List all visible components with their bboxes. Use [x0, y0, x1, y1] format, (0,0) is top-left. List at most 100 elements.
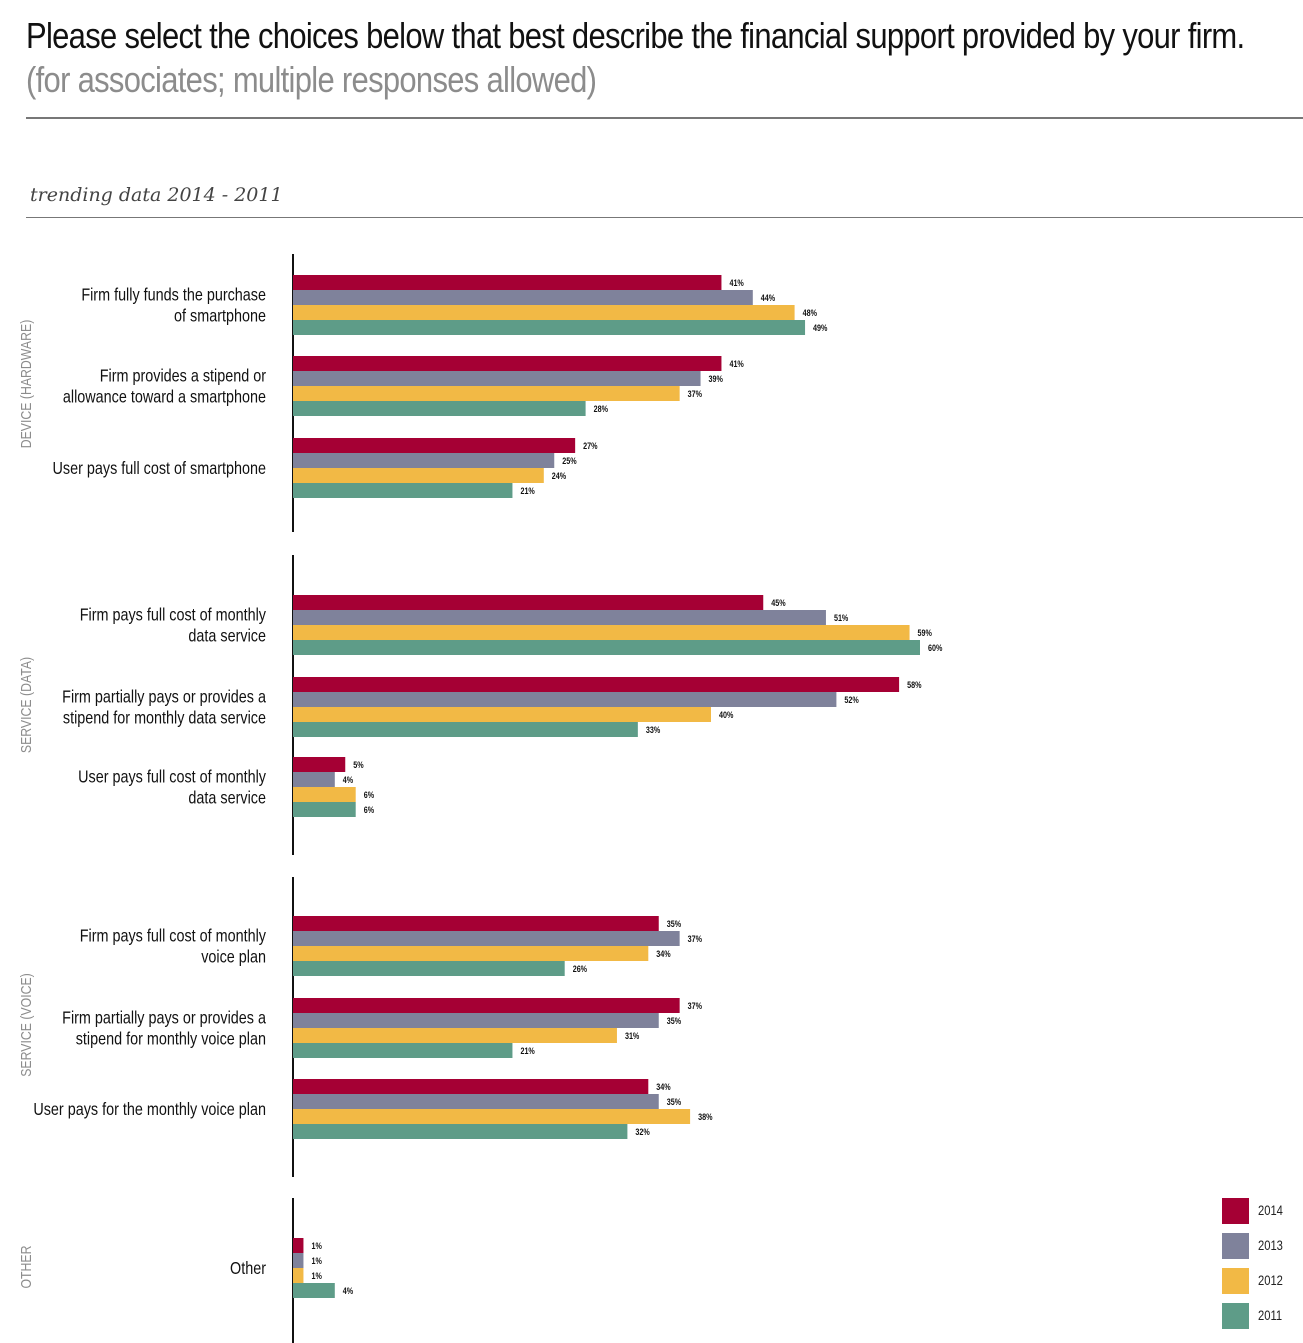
data-label-service-data-2-2011: 33% — [646, 725, 661, 735]
legend-swatch-2011 — [1222, 1303, 1249, 1329]
data-label-service-data-1-2013: 51% — [834, 613, 849, 623]
data-label-service-voice-1-2011: 26% — [573, 964, 588, 974]
bar-service-voice-2-2013 — [293, 1013, 659, 1028]
bar-service-voice-3-2014 — [293, 1079, 649, 1094]
bar-service-voice-1-2012 — [293, 946, 649, 961]
bar-service-data-2-2013 — [293, 692, 837, 707]
category-label-service-data-3-line-1: User pays full cost of monthly — [78, 767, 267, 787]
category-label-service-data-1-line-2: data service — [188, 626, 266, 646]
data-label-device-hardware-2-2014: 41% — [729, 359, 744, 369]
category-label-service-voice-2-line-2: stipend for monthly voice plan — [76, 1029, 266, 1049]
data-label-device-hardware-3-2012: 24% — [552, 471, 567, 481]
group-label-other: OTHER — [18, 1245, 34, 1288]
category-label-service-voice-2-line-1: Firm partially pays or provides a — [62, 1008, 267, 1028]
bar-service-voice-1-2011 — [293, 961, 565, 976]
data-label-other-1-2012: 1% — [311, 1271, 322, 1281]
data-label-service-data-3-2012: 6% — [364, 790, 375, 800]
legend-label-2012: 2012 — [1258, 1272, 1283, 1288]
legend-swatch-2012 — [1222, 1268, 1249, 1294]
data-label-service-voice-2-2011: 21% — [520, 1046, 535, 1056]
data-label-service-voice-2-2014: 37% — [688, 1001, 703, 1011]
data-label-service-data-3-2013: 4% — [343, 775, 354, 785]
bar-service-data-1-2014 — [293, 595, 764, 610]
data-label-service-data-3-2011: 6% — [364, 805, 375, 815]
title-divider — [26, 117, 1303, 119]
bar-device-hardware-1-2012 — [293, 305, 795, 320]
bar-device-hardware-2-2011 — [293, 401, 586, 416]
data-label-device-hardware-1-2013: 44% — [761, 293, 776, 303]
bar-service-data-1-2013 — [293, 610, 826, 625]
category-label-device-hardware-3-line-1: User pays full cost of smartphone — [53, 459, 266, 479]
bar-device-hardware-1-2011 — [293, 320, 806, 335]
data-label-other-1-2014: 1% — [311, 1241, 322, 1251]
chart-subtitle: (for associates; multiple responses allo… — [26, 59, 597, 100]
bar-service-voice-2-2011 — [293, 1043, 513, 1058]
bar-service-voice-2-2012 — [293, 1028, 617, 1043]
data-label-service-data-2-2012: 40% — [719, 710, 734, 720]
bar-service-data-1-2012 — [293, 625, 910, 640]
bar-device-hardware-2-2014 — [293, 356, 722, 371]
chart-caption: trending data 2014 - 2011 — [30, 184, 283, 206]
bar-device-hardware-3-2013 — [293, 453, 555, 468]
bar-device-hardware-3-2012 — [293, 468, 544, 483]
bar-other-1-2011 — [293, 1283, 335, 1298]
data-label-other-1-2013: 1% — [311, 1256, 322, 1266]
data-label-service-voice-3-2013: 35% — [667, 1097, 682, 1107]
bar-service-data-1-2011 — [293, 640, 920, 655]
category-label-other-1-line-1: Other — [230, 1259, 266, 1279]
category-label-device-hardware-2-line-2: allowance toward a smartphone — [63, 387, 266, 407]
category-label-service-data-2-line-2: stipend for monthly data service — [63, 708, 266, 728]
bar-device-hardware-3-2011 — [293, 483, 513, 498]
data-label-service-voice-1-2013: 37% — [688, 934, 703, 944]
bar-device-hardware-1-2014 — [293, 275, 722, 290]
data-label-service-voice-1-2012: 34% — [656, 949, 671, 959]
legend-swatch-2013 — [1222, 1233, 1249, 1259]
data-label-service-data-1-2011: 60% — [928, 643, 943, 653]
bar-service-voice-3-2011 — [293, 1124, 628, 1139]
bar-other-1-2014 — [293, 1238, 304, 1253]
data-label-device-hardware-2-2013: 39% — [709, 374, 724, 384]
data-label-service-voice-1-2014: 35% — [667, 919, 682, 929]
category-label-service-data-3-line-2: data service — [188, 788, 266, 808]
category-label-device-hardware-1-line-1: Firm fully funds the purchase — [81, 285, 266, 305]
category-label-service-voice-1-line-2: voice plan — [201, 947, 266, 967]
group-label-device-hardware: DEVICE (HARDWARE) — [18, 320, 34, 449]
data-label-device-hardware-2-2011: 28% — [594, 404, 609, 414]
bar-service-voice-1-2014 — [293, 916, 659, 931]
bar-device-hardware-1-2013 — [293, 290, 753, 305]
category-label-service-data-2-line-1: Firm partially pays or provides a — [62, 687, 267, 707]
bar-other-1-2013 — [293, 1253, 304, 1268]
bar-service-data-2-2012 — [293, 707, 711, 722]
bar-device-hardware-2-2012 — [293, 386, 680, 401]
legend-label-2013: 2013 — [1258, 1237, 1283, 1253]
data-label-device-hardware-1-2011: 49% — [813, 323, 828, 333]
bar-service-voice-3-2012 — [293, 1109, 691, 1124]
bar-service-voice-1-2013 — [293, 931, 680, 946]
data-label-service-data-3-2014: 5% — [353, 760, 364, 770]
data-label-service-voice-2-2012: 31% — [625, 1031, 640, 1041]
group-label-service-data: SERVICE (DATA) — [18, 657, 34, 753]
category-label-service-voice-3-line-1: User pays for the monthly voice plan — [33, 1100, 266, 1120]
data-label-device-hardware-3-2013: 25% — [562, 456, 577, 466]
data-label-device-hardware-3-2014: 27% — [583, 441, 598, 451]
data-label-service-data-2-2013: 52% — [844, 695, 859, 705]
category-label-device-hardware-2-line-1: Firm provides a stipend or — [100, 366, 267, 386]
category-label-service-data-1-line-1: Firm pays full cost of monthly — [80, 605, 267, 625]
data-label-service-data-1-2012: 59% — [918, 628, 933, 638]
legend-label-2014: 2014 — [1258, 1202, 1283, 1218]
group-label-service-voice: SERVICE (VOICE) — [18, 973, 34, 1077]
bar-service-data-2-2011 — [293, 722, 638, 737]
data-label-service-voice-2-2013: 35% — [667, 1016, 682, 1026]
bar-device-hardware-2-2013 — [293, 371, 701, 386]
bar-service-data-2-2014 — [293, 677, 900, 692]
legend-swatch-2014 — [1222, 1198, 1249, 1224]
bar-service-data-3-2013 — [293, 772, 335, 787]
category-label-service-voice-1-line-1: Firm pays full cost of monthly — [80, 926, 267, 946]
data-label-service-voice-3-2014: 34% — [656, 1082, 671, 1092]
data-label-service-data-1-2014: 45% — [771, 598, 786, 608]
bar-device-hardware-3-2014 — [293, 438, 576, 453]
data-label-device-hardware-1-2014: 41% — [729, 278, 744, 288]
legend-label-2011: 2011 — [1258, 1307, 1283, 1323]
caption-divider — [26, 217, 1303, 218]
